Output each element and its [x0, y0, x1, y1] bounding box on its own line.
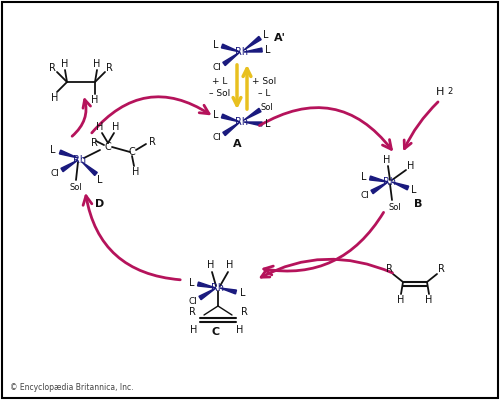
- Polygon shape: [222, 114, 240, 122]
- Text: Rh: Rh: [212, 283, 224, 293]
- Text: H: H: [94, 59, 100, 69]
- Text: H: H: [190, 325, 198, 335]
- Text: H: H: [408, 161, 414, 171]
- Text: L: L: [263, 30, 269, 40]
- Text: H: H: [92, 95, 98, 105]
- Text: Sol: Sol: [70, 184, 82, 192]
- Text: L: L: [97, 175, 103, 185]
- Text: L: L: [240, 288, 246, 298]
- Polygon shape: [82, 162, 98, 176]
- Text: 2: 2: [447, 87, 452, 96]
- Polygon shape: [371, 182, 388, 194]
- Text: Cl: Cl: [212, 134, 222, 142]
- Text: C: C: [128, 147, 136, 157]
- Text: R: R: [48, 63, 56, 73]
- Text: L: L: [50, 145, 56, 155]
- Text: Sol: Sol: [260, 102, 274, 112]
- Text: Cl: Cl: [360, 192, 370, 200]
- Polygon shape: [220, 288, 236, 294]
- Text: L: L: [361, 172, 367, 182]
- Text: B: B: [414, 199, 422, 209]
- Text: – L: – L: [258, 88, 270, 98]
- Text: © Encyclopædia Britannica, Inc.: © Encyclopædia Britannica, Inc.: [10, 383, 134, 392]
- Polygon shape: [244, 36, 261, 50]
- Text: – Sol: – Sol: [210, 88, 231, 98]
- Polygon shape: [222, 44, 240, 52]
- Text: Rh: Rh: [236, 117, 248, 127]
- Text: L: L: [265, 45, 271, 55]
- Text: L: L: [411, 185, 417, 195]
- Text: C: C: [104, 142, 112, 152]
- Text: A: A: [232, 139, 241, 149]
- Text: H: H: [236, 325, 244, 335]
- Text: H: H: [398, 295, 404, 305]
- Text: H: H: [62, 59, 68, 69]
- Text: + L: + L: [212, 76, 228, 86]
- Text: H: H: [208, 260, 214, 270]
- Text: L: L: [189, 278, 195, 288]
- Text: H: H: [426, 295, 432, 305]
- Text: H: H: [226, 260, 234, 270]
- Text: H: H: [436, 87, 444, 97]
- Polygon shape: [198, 282, 216, 288]
- Text: Rh: Rh: [384, 177, 396, 187]
- Text: L: L: [213, 40, 219, 50]
- Text: R: R: [188, 307, 196, 317]
- Text: Cl: Cl: [50, 170, 59, 178]
- Text: R: R: [90, 138, 98, 148]
- Text: H: H: [132, 167, 140, 177]
- Polygon shape: [223, 122, 240, 136]
- Text: H: H: [52, 93, 59, 103]
- Text: R: R: [386, 264, 392, 274]
- Text: H: H: [96, 122, 103, 132]
- Polygon shape: [244, 122, 262, 126]
- Text: Rh: Rh: [74, 155, 86, 165]
- Text: R: R: [106, 63, 112, 73]
- Polygon shape: [392, 182, 408, 190]
- Text: D: D: [96, 199, 104, 209]
- Text: Cl: Cl: [188, 298, 198, 306]
- Text: R: R: [148, 137, 156, 147]
- Polygon shape: [199, 288, 216, 300]
- Text: L: L: [265, 119, 271, 129]
- Text: L: L: [213, 110, 219, 120]
- Polygon shape: [370, 176, 388, 182]
- Polygon shape: [61, 160, 78, 172]
- Text: + Sol: + Sol: [252, 76, 276, 86]
- Polygon shape: [244, 108, 261, 120]
- Polygon shape: [244, 48, 262, 52]
- Text: H: H: [384, 155, 390, 165]
- Text: A': A': [274, 33, 286, 43]
- Text: H: H: [112, 122, 119, 132]
- Text: Cl: Cl: [212, 64, 222, 72]
- Text: R: R: [438, 264, 444, 274]
- Text: R: R: [240, 307, 248, 317]
- Text: Sol: Sol: [388, 202, 402, 212]
- Text: Rh: Rh: [236, 47, 248, 57]
- Text: C: C: [212, 327, 220, 337]
- Polygon shape: [223, 52, 240, 66]
- Polygon shape: [60, 150, 78, 158]
